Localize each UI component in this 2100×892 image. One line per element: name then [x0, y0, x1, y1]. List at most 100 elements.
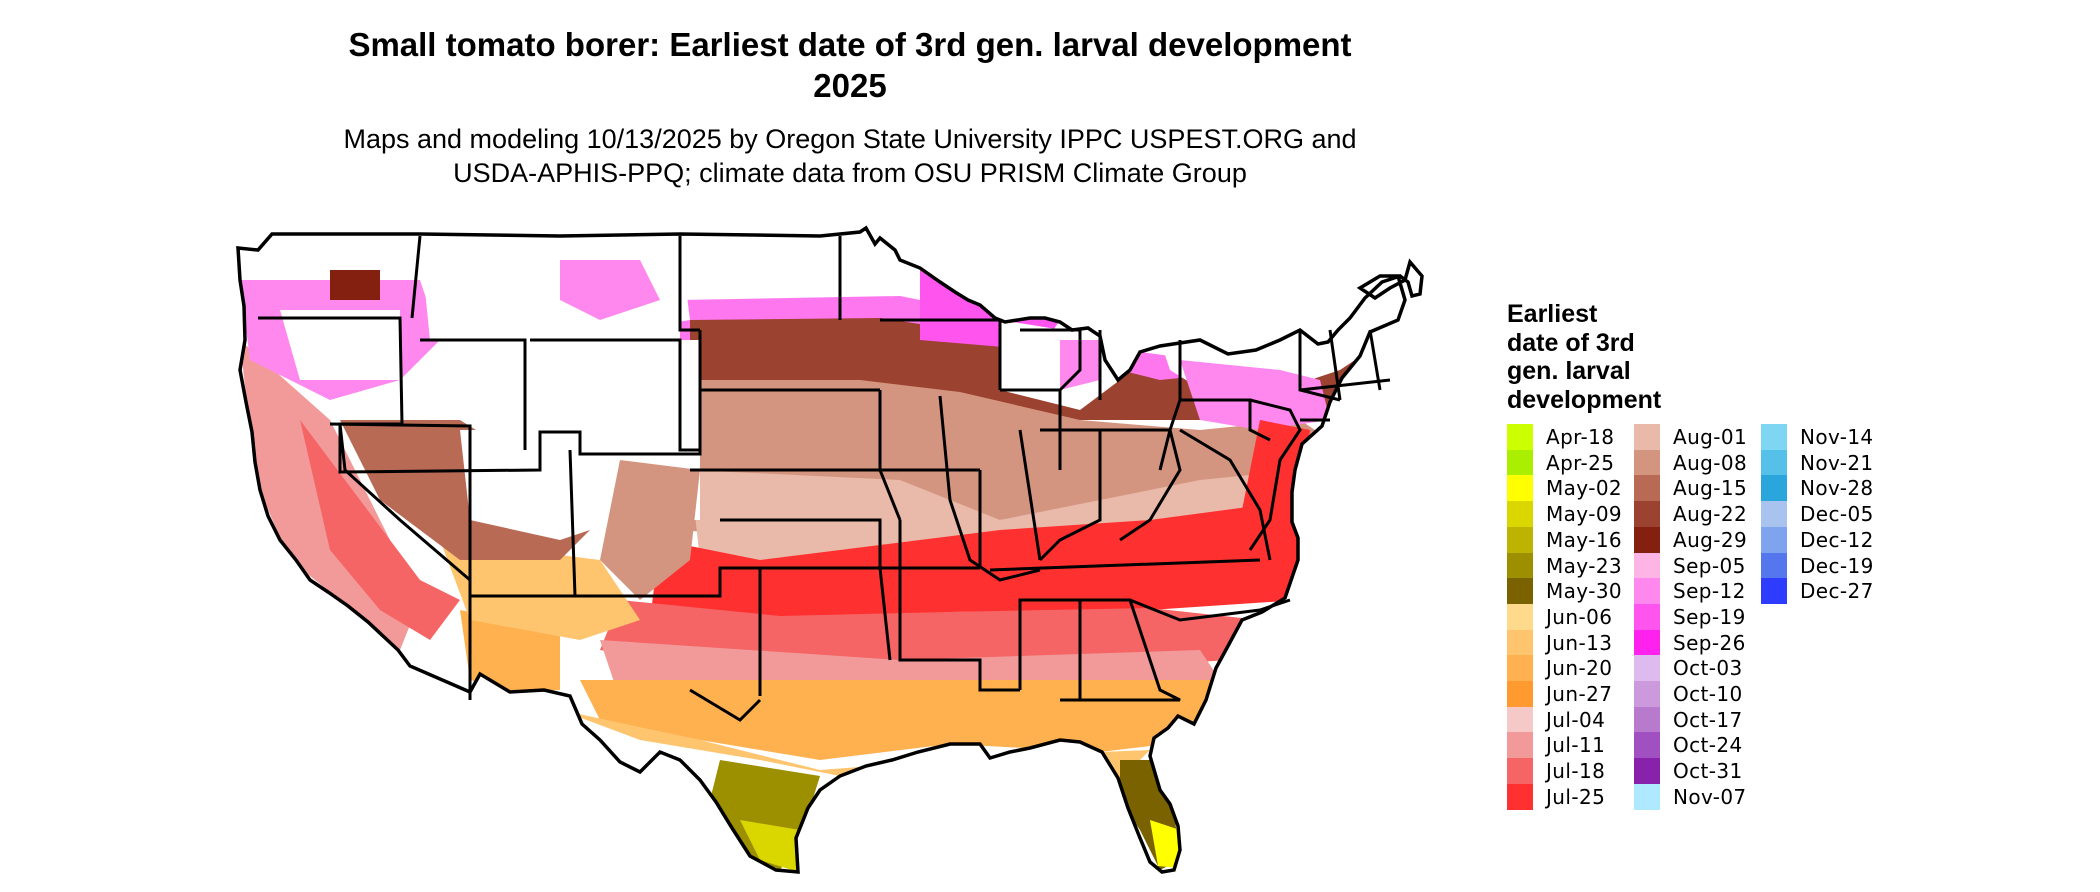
- legend-item: Oct-24: [1634, 732, 1743, 759]
- legend-label: Jun-20: [1546, 656, 1613, 681]
- legend-swatch: [1507, 655, 1533, 682]
- legend-item: Jun-20: [1507, 655, 1613, 682]
- legend-label: Apr-25: [1546, 450, 1615, 475]
- legend-item: May-23: [1507, 552, 1623, 579]
- legend-item: Nov-14: [1761, 424, 1874, 450]
- subtitle-line-1: Maps and modeling 10/13/2025 by Oregon S…: [343, 124, 1357, 154]
- legend-label: Sep-26: [1673, 630, 1746, 655]
- legend-swatch: [1507, 449, 1533, 476]
- legend-label: Oct-03: [1673, 656, 1743, 681]
- legend-label: May-23: [1546, 553, 1623, 578]
- legend-label: May-09: [1546, 502, 1623, 527]
- legend-swatch: [1507, 526, 1533, 553]
- state-borders: [258, 235, 1391, 722]
- legend-label: Jul-25: [1546, 784, 1606, 809]
- legend-item: Nov-21: [1761, 449, 1874, 476]
- legend-swatch: [1634, 629, 1660, 656]
- legend-swatch: [1507, 758, 1533, 785]
- legend-swatch: [1507, 732, 1533, 759]
- legend-swatch: [1507, 706, 1533, 733]
- legend-item: May-16: [1507, 526, 1623, 553]
- legend-item: Sep-05: [1634, 552, 1746, 579]
- legend-item: Sep-12: [1634, 578, 1746, 605]
- legend-item: Nov-07: [1634, 783, 1747, 810]
- map-subtitle: Maps and modeling 10/13/2025 by Oregon S…: [170, 122, 1530, 190]
- legend-swatch: [1634, 758, 1660, 785]
- legend-label: Oct-31: [1673, 759, 1743, 784]
- legend-swatch: [1507, 501, 1533, 528]
- legend-label: Aug-08: [1673, 450, 1748, 475]
- legend-swatch: [1634, 475, 1660, 502]
- legend-swatch: [1507, 681, 1533, 707]
- legend-label: Aug-01: [1673, 425, 1748, 449]
- legend-swatch: [1634, 424, 1660, 450]
- legend-item: Oct-10: [1634, 681, 1743, 707]
- legend-label: Sep-05: [1673, 553, 1746, 578]
- legend-label: Jul-18: [1546, 759, 1606, 784]
- legend-swatch: [1507, 552, 1533, 579]
- legend-swatch: [1507, 629, 1533, 656]
- legend-label: Nov-07: [1673, 784, 1747, 809]
- legend-item: Sep-19: [1634, 603, 1746, 630]
- legend-item: Oct-31: [1634, 758, 1743, 785]
- legend-label: May-16: [1546, 527, 1623, 552]
- legend-item: Jun-27: [1507, 681, 1612, 707]
- legend-item: Dec-12: [1761, 526, 1874, 553]
- legend-item: Jul-18: [1507, 758, 1606, 785]
- legend-label: Dec-12: [1800, 527, 1874, 552]
- legend-title-line: date of 3rd: [1507, 328, 1635, 357]
- legend-swatch: [1634, 783, 1660, 810]
- legend-item: Apr-18: [1507, 424, 1614, 450]
- legend-swatch: [1634, 732, 1660, 759]
- legend-item: Dec-27: [1761, 578, 1874, 605]
- legend-swatch: [1634, 578, 1660, 605]
- legend-item: May-02: [1507, 475, 1622, 502]
- legend-label: Jun-13: [1546, 630, 1613, 655]
- legend-swatch: [1634, 449, 1660, 476]
- legend-label: Dec-27: [1800, 579, 1874, 604]
- map-title: Small tomato borer: Earliest date of 3rd…: [170, 24, 1530, 106]
- legend-item: Oct-03: [1634, 655, 1743, 682]
- title-line-1: Small tomato borer: Earliest date of 3rd…: [348, 26, 1352, 63]
- legend-label: Sep-19: [1673, 604, 1746, 629]
- legend-label: Nov-21: [1800, 450, 1874, 475]
- legend-swatch: [1761, 501, 1787, 528]
- legend-title-line: Earliest: [1507, 300, 1598, 328]
- legend-swatch: [1761, 475, 1787, 502]
- title-line-2: 2025: [813, 67, 887, 104]
- legend-swatch: [1507, 424, 1533, 450]
- legend-item: Aug-29: [1634, 526, 1748, 553]
- legend-label: Jun-27: [1546, 682, 1613, 706]
- legend-label: Oct-24: [1673, 733, 1743, 758]
- legend-swatch: [1507, 603, 1533, 630]
- legend-item: Dec-19: [1761, 552, 1874, 579]
- legend-swatch: [1761, 578, 1787, 605]
- legend-swatch: [1761, 526, 1787, 553]
- subtitle-line-2: USDA-APHIS-PPQ; climate data from OSU PR…: [453, 158, 1247, 188]
- legend-swatch: [1761, 449, 1787, 476]
- legend-item: Aug-15: [1634, 475, 1747, 502]
- legend-title-line: development: [1507, 385, 1662, 414]
- legend-swatch: [1634, 655, 1660, 682]
- legend-label: Jul-11: [1546, 733, 1606, 758]
- legend-swatch: [1507, 578, 1533, 605]
- legend-swatch: [1761, 424, 1787, 450]
- legend-label: Nov-28: [1800, 476, 1874, 501]
- legend-item: Jun-13: [1507, 629, 1613, 656]
- legend-item: Jul-25: [1507, 783, 1606, 810]
- legend-label: Aug-29: [1673, 527, 1748, 552]
- legend-swatch: [1634, 681, 1660, 707]
- legend-swatch: [1634, 526, 1660, 553]
- legend-item: Aug-22: [1634, 501, 1747, 528]
- legend-title: Earliest date of 3rd gen. larval develop…: [1507, 300, 1727, 414]
- legend-label: Dec-19: [1800, 553, 1874, 578]
- legend-label: May-30: [1546, 579, 1623, 604]
- legend-swatch: [1634, 603, 1660, 630]
- legend-label: Oct-10: [1673, 682, 1743, 706]
- legend-item: Aug-01: [1634, 424, 1747, 450]
- legend-title-line: gen. larval: [1507, 357, 1631, 385]
- legend-item: Oct-17: [1634, 706, 1743, 733]
- legend-item: Jun-06: [1507, 603, 1612, 630]
